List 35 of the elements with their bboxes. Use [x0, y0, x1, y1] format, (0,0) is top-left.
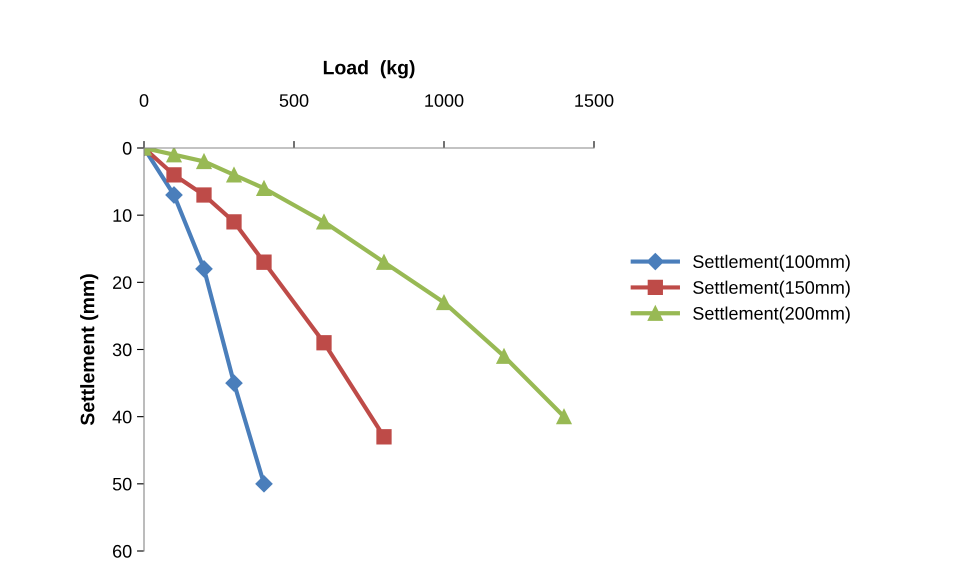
- x-tick-label: 500: [280, 94, 308, 107]
- point: [195, 260, 213, 278]
- point: [255, 475, 273, 492]
- legend-label: Settlement(100mm): [693, 254, 850, 272]
- point: [165, 186, 183, 204]
- y-tick-label: 20: [113, 276, 132, 290]
- y-tick-label: 10: [113, 209, 132, 222]
- point: [196, 187, 212, 203]
- point: [376, 429, 392, 444]
- x-tick-label: 1500: [575, 94, 614, 107]
- point: [226, 214, 242, 230]
- point: [316, 335, 332, 350]
- x-tick-label: 1000: [425, 94, 464, 107]
- point: [256, 180, 272, 196]
- point: [496, 348, 512, 364]
- y-tick-label: 50: [112, 478, 132, 491]
- point: [225, 374, 243, 392]
- point: [376, 254, 392, 270]
- y-axis-title: Settlement (mm): [80, 274, 98, 426]
- x-axis-title: Load (kg): [324, 60, 414, 78]
- point: [166, 148, 182, 162]
- y-tick-label: 40: [112, 410, 132, 424]
- y-tick-label: 30: [112, 343, 132, 356]
- point: [316, 214, 332, 230]
- point: [226, 167, 242, 183]
- x-tick-label: 0: [140, 94, 148, 107]
- legend-label: Settlement(200mm): [693, 306, 850, 324]
- point: [196, 154, 212, 170]
- point: [436, 294, 452, 310]
- point: [556, 409, 572, 424]
- y-tick-label: 60: [113, 544, 132, 558]
- legend-label: Settlement(150mm): [693, 280, 850, 298]
- y-tick-label: 0: [122, 142, 132, 155]
- point: [256, 254, 272, 270]
- point: [166, 167, 182, 183]
